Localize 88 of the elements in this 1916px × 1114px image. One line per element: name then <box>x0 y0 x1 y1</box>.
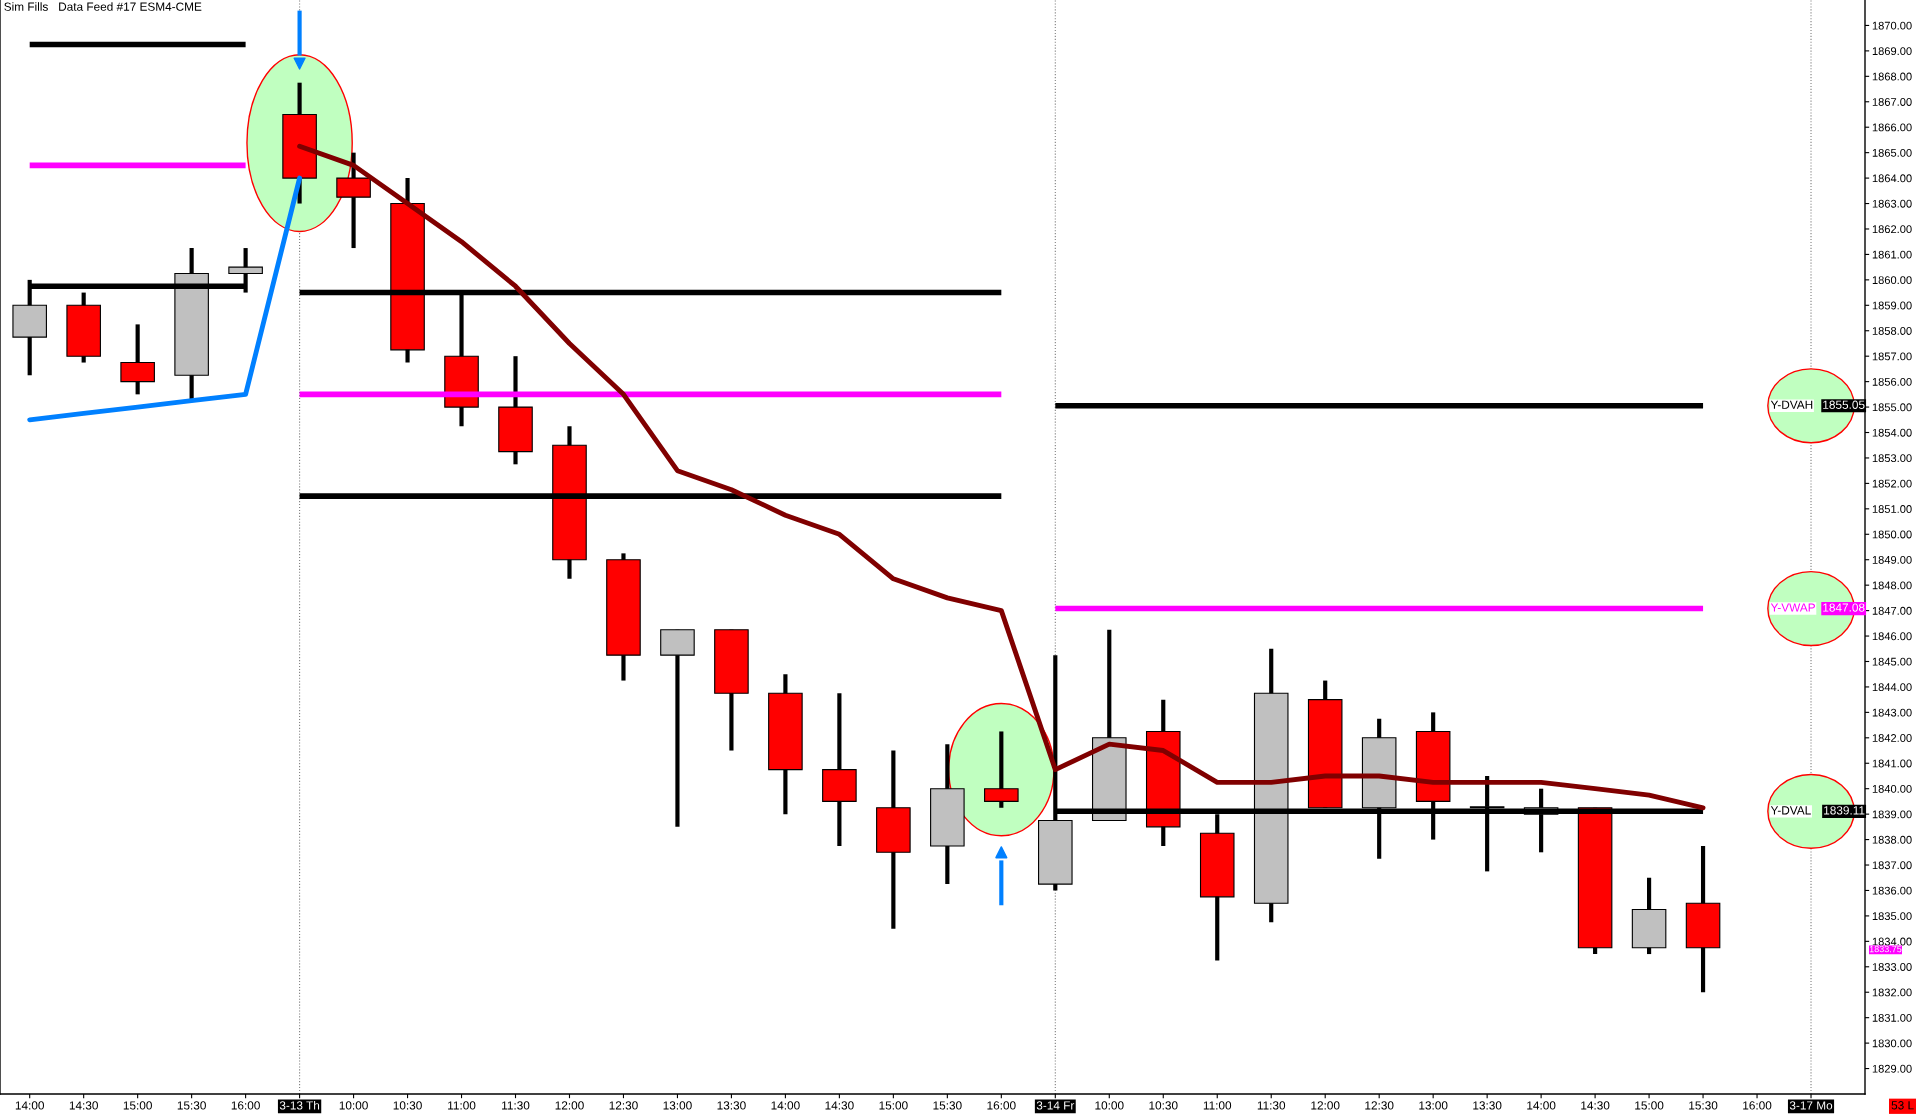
x-tick-label: 15:00 <box>1635 1101 1664 1110</box>
y-tick-label: 1849.00 <box>1872 555 1912 564</box>
x-tick-label: 10:00 <box>339 1101 368 1110</box>
x-tick-label: 3-14 Fr <box>1036 1101 1075 1110</box>
y-tick-label: 1833.00 <box>1872 963 1912 971</box>
x-tick-label: 14:30 <box>1581 1101 1610 1110</box>
x-tick-label: 15:00 <box>123 1101 152 1110</box>
candlestick <box>984 731 1019 808</box>
y-tick-label: 1852.00 <box>1872 479 1912 488</box>
y-tick-label: 1829.00 <box>1872 1064 1912 1073</box>
y-tick-label: 1831.00 <box>1872 1013 1912 1022</box>
y-tick-label: 1859.00 <box>1872 301 1912 310</box>
y-tick-label: 1840.00 <box>1872 784 1912 793</box>
y-tick-label: 1850.00 <box>1872 530 1912 539</box>
annotation: 1847.08 <box>1823 603 1865 612</box>
y-tick-label: 1847.00 <box>1872 606 1912 615</box>
y-tick-label: 1854.00 <box>1872 428 1912 437</box>
y-tick-label: 1836.00 <box>1872 886 1912 895</box>
x-tick-label: 15:30 <box>1689 1101 1718 1110</box>
x-tick-label: 13:00 <box>663 1101 692 1110</box>
y-tick-label: 1832.00 <box>1872 988 1912 997</box>
y-tick-label: 1848.00 <box>1872 581 1912 590</box>
x-tick-label: 16:00 <box>1743 1101 1772 1110</box>
x-tick-label: 12:00 <box>555 1101 584 1110</box>
x-tick-label: 16:00 <box>231 1101 260 1110</box>
y-tick-label: 1835.00 <box>1872 912 1912 921</box>
x-tick-label: 3-17 Mo <box>1789 1101 1833 1110</box>
y-tick-label: 1862.00 <box>1872 225 1912 234</box>
y-tick-label: 1866.00 <box>1872 123 1912 132</box>
line-series <box>27 175 303 423</box>
x-tick-label: 3-13 Th <box>279 1100 320 1110</box>
y-tick-label: 1846.00 <box>1872 632 1912 641</box>
x-tick-label: 13:00 <box>1419 1101 1448 1110</box>
x-tick-label: 11:00 <box>448 1101 476 1110</box>
y-tick-label: 1851.00 <box>1872 505 1912 513</box>
y-tick-label: 1842.00 <box>1872 734 1912 742</box>
y-tick-label: 1861.00 <box>1872 250 1912 259</box>
x-tick-label: 10:30 <box>1149 1101 1178 1110</box>
y-tick-label: 1856.00 <box>1872 377 1912 386</box>
y-tick-label: 1837.00 <box>1872 861 1912 870</box>
annotation: Y-DVAH <box>1770 400 1813 409</box>
y-tick-label: 1834.00 <box>1872 937 1912 946</box>
annotation: Y-DVAL <box>1770 806 1811 815</box>
annotation: Y-VWAP <box>1770 603 1815 612</box>
y-tick-label: 1863.00 <box>1872 199 1912 208</box>
annotation: 1855.05 <box>1823 400 1865 409</box>
y-tick-label: 1843.00 <box>1872 708 1912 717</box>
x-tick-label: 14:00 <box>1527 1101 1556 1110</box>
y-tick-label: 1841.00 <box>1872 759 1912 768</box>
x-tick-label: 11:00 <box>1203 1101 1232 1110</box>
y-tick-label: 1845.00 <box>1872 657 1912 666</box>
x-tick-label: 14:30 <box>69 1101 98 1110</box>
y-tick-label: 1869.00 <box>1872 47 1912 56</box>
y-tick-label: 1870.00 <box>1872 21 1912 30</box>
y-tick-label: 1855.00 <box>1872 403 1912 412</box>
x-tick-label: 13:30 <box>1473 1101 1502 1110</box>
x-tick-label: 14:30 <box>825 1101 854 1110</box>
x-tick-label: 13:30 <box>717 1101 746 1110</box>
y-tick-label: 1867.00 <box>1872 98 1912 106</box>
x-tick-label: 10:30 <box>393 1101 422 1110</box>
x-tick-label: 14:00 <box>771 1101 800 1110</box>
x-tick-label: 15:00 <box>879 1101 908 1110</box>
x-tick-label: 11:30 <box>502 1101 530 1110</box>
x-tick-label: 12:30 <box>1365 1101 1394 1110</box>
y-tick-label: 1868.00 <box>1872 72 1912 81</box>
y-tick-label: 1857.00 <box>1872 352 1912 361</box>
y-tick-label: 1860.00 <box>1872 276 1912 284</box>
y-tick-label: 1858.00 <box>1872 327 1912 335</box>
x-tick-label: 11:30 <box>1257 1101 1286 1110</box>
y-tick-label: 1839.00 <box>1872 810 1912 819</box>
x-tick-label: 15:30 <box>933 1101 962 1110</box>
chart-title: Sim Fills Data Feed #17 ESM4-CME <box>4 2 202 11</box>
y-tick-label: 1844.00 <box>1872 683 1912 692</box>
y-tick-label: 1853.00 <box>1872 454 1912 463</box>
annotation: 1839.11 <box>1824 806 1865 815</box>
y-tick-label: 1830.00 <box>1872 1039 1912 1048</box>
x-tick-label: 12:00 <box>1311 1101 1340 1110</box>
x-tick-label: 15:30 <box>177 1101 206 1110</box>
y-tick-label: 1864.00 <box>1872 174 1912 183</box>
x-tick-label: 12:30 <box>609 1101 638 1110</box>
x-tick-label: 14:00 <box>15 1101 44 1110</box>
x-tick-label: 10:00 <box>1095 1101 1124 1110</box>
line-series <box>297 143 1706 811</box>
y-tick-label: 1865.00 <box>1872 148 1912 157</box>
y-tick-label: 1838.00 <box>1872 835 1912 844</box>
x-tick-label: 16:00 <box>987 1101 1016 1110</box>
text: 1833.75 <box>1869 945 1902 953</box>
text: 53 L <box>1891 1101 1914 1110</box>
